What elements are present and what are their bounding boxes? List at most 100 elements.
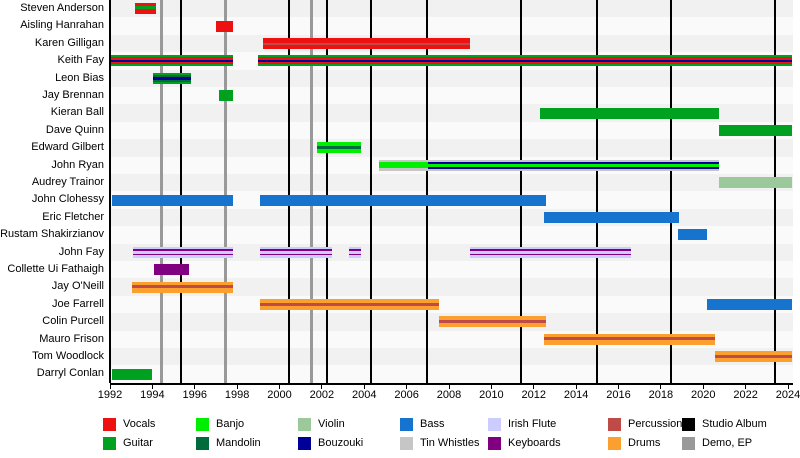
legend-swatch-percussion	[608, 418, 621, 431]
tenure-bar	[215, 20, 233, 32]
legend-swatch-tin_whistles	[400, 437, 413, 450]
legend-label: Tin Whistles	[420, 437, 480, 449]
x-axis-tick	[745, 385, 747, 389]
member-label: Edward Gilbert	[31, 141, 104, 154]
legend-label: Percussion	[628, 418, 683, 430]
instrument-stripe-banjo	[427, 163, 720, 167]
row-band	[110, 261, 793, 279]
member-label: Mauro Frison	[39, 332, 104, 345]
tenure-bar	[135, 3, 156, 15]
instrument-stripe-banjo	[316, 142, 362, 147]
x-axis-tick-label: 2000	[267, 389, 292, 401]
tenure-bar	[258, 55, 793, 67]
instrument-stripe-vocals	[258, 57, 793, 60]
row-band	[110, 0, 793, 18]
instrument-stripe-vocals	[135, 9, 156, 15]
x-axis-tick-label: 2004	[352, 389, 377, 401]
member-label: Darryl Conlan	[36, 367, 104, 380]
legend-label: Bouzouki	[318, 437, 364, 449]
studio-album-line	[288, 0, 291, 383]
tenure-bar	[219, 90, 233, 102]
member-label: Tom Woodlock	[32, 350, 104, 362]
studio-album-line	[425, 0, 428, 383]
instrument-stripe-bouzouki	[427, 161, 720, 164]
instrument-stripe-bass	[707, 299, 793, 310]
row-band	[110, 139, 793, 157]
legend-swatch-vocals	[103, 418, 116, 431]
x-axis-tick-label: 1994	[140, 389, 165, 401]
instrument-stripe-drums	[132, 288, 233, 293]
instrument-stripe-drums	[132, 281, 233, 286]
x-axis-tick	[194, 385, 196, 389]
member-label: Dave Quinn	[45, 123, 104, 136]
tenure-bar	[316, 142, 362, 154]
tenure-bar	[260, 299, 440, 310]
instrument-stripe-keyboards	[470, 253, 632, 256]
legend-label: Vocals	[123, 418, 156, 430]
instrument-stripe-keyboards	[260, 253, 333, 256]
instrument-stripe-bass	[260, 194, 547, 206]
instrument-stripe-guitar	[112, 368, 153, 380]
row-band	[110, 87, 793, 105]
studio-album-line	[520, 0, 523, 383]
member-label: Collette Ui Fathaigh	[7, 263, 104, 275]
legend-label: Drums	[628, 437, 661, 449]
legend-label: Keyboards	[508, 437, 561, 449]
instrument-stripe-keyboards	[260, 249, 333, 251]
tenure-bar	[133, 246, 233, 258]
member-label: John Clohessy	[31, 193, 104, 206]
plot-left-border	[109, 0, 111, 383]
member-label: Jay O'Neill	[51, 280, 104, 293]
x-axis-tick-label: 2020	[691, 389, 716, 401]
instrument-stripe-tin_whistles	[427, 168, 720, 171]
instrument-stripe-drums	[439, 322, 547, 328]
x-axis-tick-label: 2002	[309, 389, 335, 401]
row-band	[110, 208, 793, 227]
instrument-stripe-irish_flute	[470, 255, 632, 258]
row-band	[110, 278, 793, 296]
legend-label: Guitar	[123, 437, 153, 449]
x-axis-tick	[321, 385, 323, 389]
x-axis-line	[110, 383, 793, 385]
demo-ep-line	[309, 0, 313, 383]
x-axis-tick	[236, 385, 238, 389]
tenure-bar	[677, 229, 708, 241]
x-axis-tick	[109, 385, 111, 389]
x-axis-tick-label: 2022	[733, 389, 758, 401]
instrument-stripe-guitar	[153, 81, 191, 84]
instrument-stripe-drums	[260, 299, 440, 303]
legend-swatch-bouzouki	[298, 437, 311, 450]
instrument-stripe-irish_flute	[133, 255, 233, 258]
instrument-stripe-tin_whistles	[427, 159, 720, 162]
member-label: Audrey Trainor	[31, 176, 104, 188]
row-band	[110, 365, 793, 383]
instrument-stripe-irish_flute	[260, 246, 333, 250]
studio-album-line	[774, 0, 777, 383]
tenure-bar	[260, 194, 547, 206]
instrument-stripe-irish_flute	[349, 255, 362, 258]
instrument-stripe-guitar	[719, 125, 793, 136]
instrument-stripe-guitar	[219, 90, 233, 102]
x-axis-tick-label: 2014	[563, 389, 589, 401]
instrument-stripe-percussion	[262, 42, 471, 45]
instrument-stripe-percussion	[260, 302, 440, 306]
instrument-stripe-irish_flute	[470, 246, 632, 250]
x-axis-tick	[618, 385, 619, 389]
instrument-stripe-guitar	[540, 107, 720, 119]
member-label: John Ryan	[51, 158, 104, 171]
member-label: Aisling Hanrahan	[20, 19, 104, 32]
legend-label: Irish Flute	[508, 418, 557, 430]
instrument-stripe-drums	[714, 351, 793, 355]
x-axis-tick	[279, 385, 280, 389]
instrument-stripe-drums	[544, 340, 715, 345]
instrument-stripe-vocals	[111, 61, 233, 65]
instrument-stripe-percussion	[544, 337, 715, 341]
instrument-stripe-percussion	[714, 354, 793, 358]
x-axis-tick-label: 1992	[97, 389, 123, 401]
demo-ep-line	[223, 0, 227, 383]
instrument-stripe-vocals	[262, 44, 471, 49]
tenure-bar	[154, 264, 190, 276]
member-label: Leon Bias	[55, 71, 104, 84]
instrument-stripe-irish_flute	[260, 250, 333, 254]
